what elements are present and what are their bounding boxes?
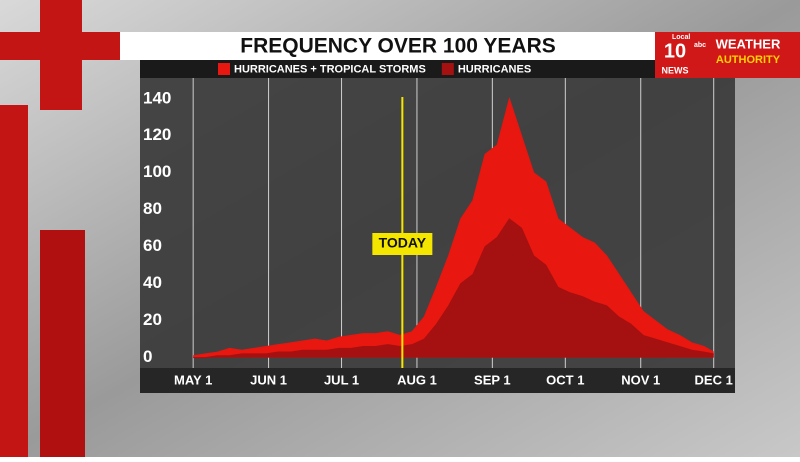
x-axis-strip: [140, 368, 735, 393]
y-tick-label: 120: [143, 125, 171, 144]
legend-swatch: [218, 63, 230, 75]
logo-text: NEWS: [662, 65, 689, 75]
area-line: [193, 218, 714, 359]
area-fill: [193, 218, 714, 358]
area-fill: [193, 98, 714, 358]
x-tick-label: JUL 1: [324, 372, 359, 387]
area-line: [193, 97, 714, 357]
x-tick-label: JUN 1: [250, 372, 287, 387]
y-tick-label: 140: [143, 88, 171, 107]
logo-text: 10: [664, 40, 686, 62]
y-tick-label: 0: [143, 347, 152, 366]
y-tick-label: 20: [143, 310, 162, 329]
x-tick-label: OCT 1: [546, 372, 584, 387]
today-box: [372, 233, 433, 255]
decor-bar: [0, 105, 28, 457]
annotation: TODAY: [379, 235, 427, 251]
logo-text: abc: [694, 42, 706, 49]
y-tick-label: 40: [143, 273, 162, 292]
x-tick-label: MAY 1: [174, 372, 212, 387]
x-tick-label: NOV 1: [621, 372, 660, 387]
y-tick-label: 60: [143, 236, 162, 255]
logo-text: Local: [672, 34, 690, 41]
logo-box: [655, 32, 800, 78]
legend-label: HURRICANES + TROPICAL STORMS: [234, 63, 426, 75]
x-tick-label: AUG 1: [397, 372, 437, 387]
chart-title: FREQUENCY OVER 100 YEARS: [240, 35, 556, 58]
logo-text: AUTHORITY: [716, 54, 781, 66]
title-bar: [120, 32, 655, 60]
legend-swatch: [441, 63, 454, 75]
y-tick-label: 80: [143, 199, 162, 218]
decor-bar: [0, 32, 125, 60]
legend-bar: [140, 60, 655, 78]
y-tick-label: 100: [143, 162, 171, 181]
logo-text: WEATHER: [716, 36, 781, 51]
x-tick-label: DEC 1: [695, 372, 733, 387]
x-tick-label: SEP 1: [474, 372, 511, 387]
legend-label: HURRICANES: [458, 63, 531, 75]
decor-bar: [40, 230, 85, 457]
